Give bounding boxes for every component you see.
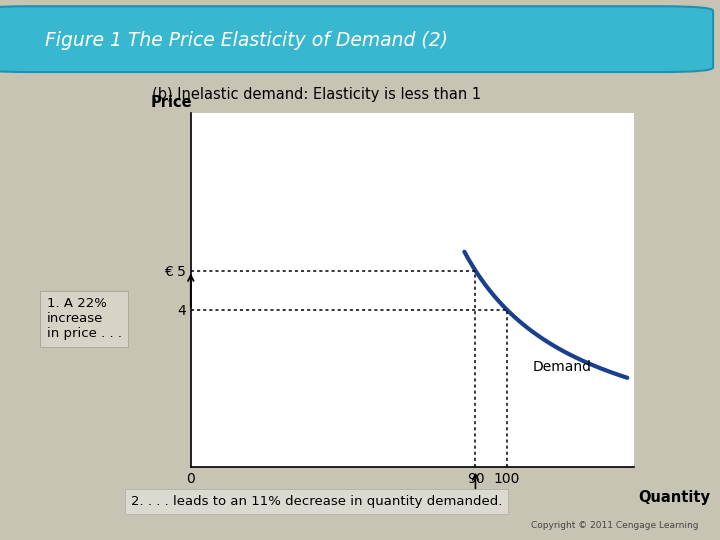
Text: Quantity: Quantity (638, 490, 710, 505)
Text: 1. A 22%
increase
in price . . .: 1. A 22% increase in price . . . (47, 297, 122, 340)
Text: Figure 1 The Price Elasticity of Demand (2): Figure 1 The Price Elasticity of Demand … (45, 31, 448, 50)
Text: Demand: Demand (532, 360, 591, 374)
Text: Copyright © 2011 Cengage Learning: Copyright © 2011 Cengage Learning (531, 521, 698, 530)
Text: Price: Price (151, 95, 192, 110)
Text: (b) Inelastic demand: Elasticity is less than 1: (b) Inelastic demand: Elasticity is less… (152, 87, 482, 102)
FancyBboxPatch shape (0, 6, 713, 72)
Text: 2. . . . leads to an 11% decrease in quantity demanded.: 2. . . . leads to an 11% decrease in qua… (131, 495, 503, 508)
